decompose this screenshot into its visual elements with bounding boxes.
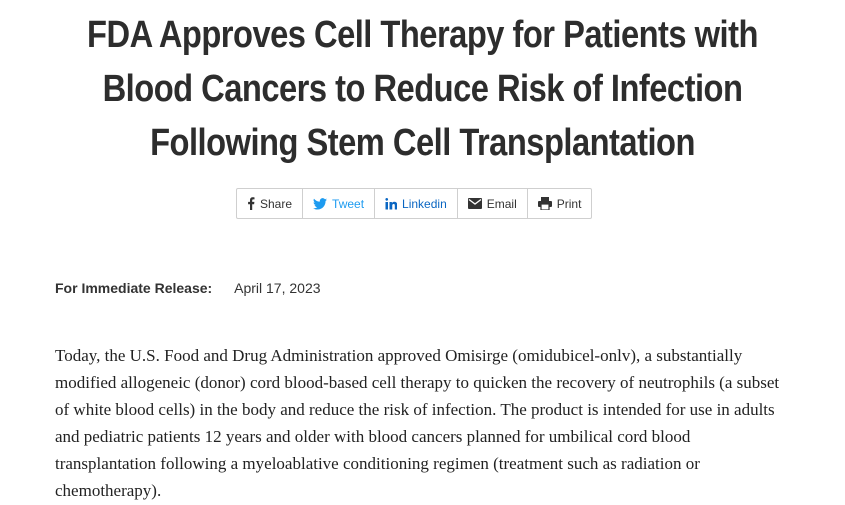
facebook-icon: [247, 197, 255, 210]
release-info: For Immediate Release: April 17, 2023: [55, 280, 321, 296]
share-facebook-button[interactable]: Share: [237, 189, 304, 218]
article-paragraph: Today, the U.S. Food and Drug Administra…: [55, 346, 780, 500]
share-label: Share: [260, 196, 293, 211]
print-icon: [537, 197, 552, 210]
page-title: FDA Approves Cell Therapy for Patients w…: [59, 8, 786, 170]
email-label: Email: [486, 196, 517, 211]
title-line-1: FDA Approves Cell Therapy for Patients w…: [87, 14, 758, 56]
linkedin-icon: [385, 197, 398, 210]
twitter-icon: [313, 197, 328, 210]
email-icon: [467, 198, 482, 209]
share-email-button[interactable]: Email: [458, 189, 528, 218]
release-label: For Immediate Release:: [55, 280, 213, 296]
share-twitter-button[interactable]: Tweet: [303, 189, 376, 218]
linkedin-label: Linkedin: [402, 196, 447, 211]
title-line-3: Following Stem Cell Transplantation: [150, 122, 695, 164]
share-linkedin-button[interactable]: Linkedin: [375, 189, 458, 218]
share-toolbar: Share Tweet Linkedin Email Print: [236, 188, 593, 219]
title-line-2: Blood Cancers to Reduce Risk of Infectio…: [102, 68, 743, 110]
share-print-button[interactable]: Print: [528, 189, 592, 218]
tweet-label: Tweet: [332, 196, 365, 211]
print-label: Print: [556, 196, 582, 211]
release-date: April 17, 2023: [234, 280, 321, 296]
